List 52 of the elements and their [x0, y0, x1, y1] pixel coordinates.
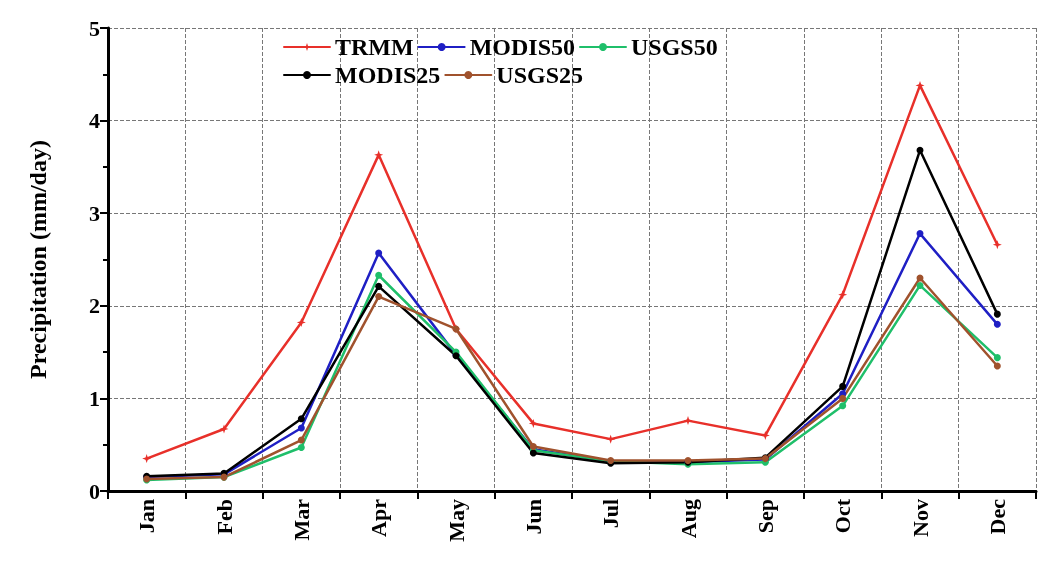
- point: [528, 418, 538, 428]
- point: [375, 249, 383, 257]
- legend-label: TRMM: [335, 34, 414, 60]
- point: [839, 394, 847, 402]
- x-tick-label: Dec: [984, 498, 1010, 535]
- point: [916, 230, 924, 238]
- x-tick-label: Mar: [288, 498, 314, 541]
- x-tick-label: Jun: [520, 499, 546, 535]
- point: [838, 290, 848, 300]
- y-tick-label: 1: [89, 385, 100, 411]
- point: [916, 146, 924, 154]
- point: [375, 271, 383, 279]
- x-tick-label: Nov: [907, 499, 933, 537]
- point: [297, 436, 305, 444]
- point: [993, 362, 1001, 370]
- point: [374, 150, 384, 160]
- x-tick-label: Apr: [366, 498, 392, 537]
- legend-label: USGS25: [496, 62, 584, 88]
- point: [993, 320, 1001, 328]
- legend-label: USGS50: [630, 34, 718, 60]
- x-tick-label: Oct: [830, 498, 856, 534]
- point: [375, 282, 383, 290]
- point: [296, 317, 306, 327]
- point: [297, 424, 305, 432]
- point: [297, 443, 305, 451]
- point: [993, 310, 1001, 318]
- y-tick-label: 4: [89, 108, 100, 134]
- point: [142, 454, 152, 464]
- x-tick-label: Jul: [598, 499, 624, 529]
- x-tick-label: Sep: [752, 499, 778, 534]
- point: [297, 415, 305, 423]
- x-tick-label: Feb: [211, 499, 237, 535]
- y-tick-label: 0: [89, 478, 100, 504]
- point: [606, 434, 616, 444]
- point: [219, 424, 229, 434]
- point: [992, 240, 1002, 250]
- y-tick-label: 5: [89, 15, 100, 41]
- point: [993, 354, 1001, 362]
- point: [375, 293, 383, 301]
- point: [839, 402, 847, 410]
- y-tick-label: 3: [89, 200, 100, 226]
- point: [839, 382, 847, 390]
- y-tick-label: 2: [89, 293, 100, 319]
- x-tick-label: Aug: [675, 499, 701, 539]
- point: [915, 80, 925, 90]
- legend-label: MODIS25: [335, 62, 441, 88]
- x-tick-label: Jan: [134, 499, 160, 534]
- y-axis-title: Precipitation (mm/day): [25, 140, 51, 379]
- point: [683, 416, 693, 426]
- x-tick-label: May: [443, 499, 469, 542]
- legend-label: MODIS50: [469, 34, 575, 60]
- point: [916, 281, 924, 289]
